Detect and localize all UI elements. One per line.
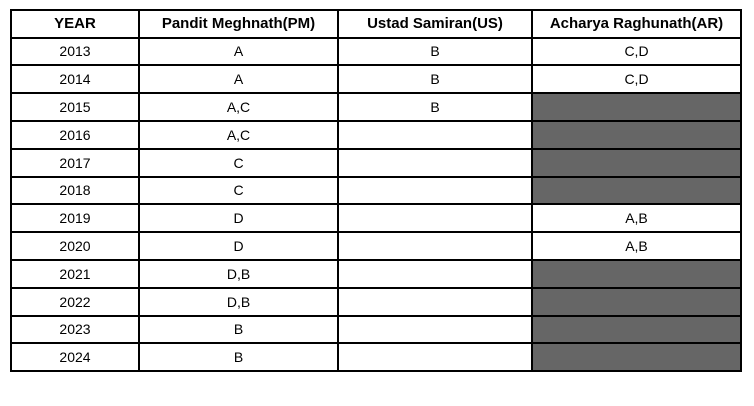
year-cell: 2020 <box>10 231 140 261</box>
table-row: 2016 A,C <box>10 119 742 150</box>
table-row: 2024 B <box>10 342 742 373</box>
table-row: 2017 C <box>10 147 742 178</box>
blocked-cell <box>531 342 742 373</box>
blocked-cell <box>531 175 742 206</box>
schedule-cell <box>337 258 533 289</box>
schedule-cell <box>337 203 533 234</box>
column-header-ustad-samiran: Ustad Samiran(US) <box>337 9 533 39</box>
table-body: 2013 A B C,D 2014 A B C,D 2015 A,C B 2016 A,C 2017 C 20… <box>10 36 742 373</box>
table-row: 2015 A,C B <box>10 92 742 122</box>
year-schedule-table: YEAR Pandit Meghnath(PM) Ustad Samiran(U… <box>10 9 742 373</box>
schedule-cell: A <box>138 36 339 67</box>
table-row: 2018 C <box>10 175 742 206</box>
schedule-cell: C,D <box>531 36 742 67</box>
schedule-cell: A,B <box>531 203 742 234</box>
year-cell: 2021 <box>10 258 140 289</box>
column-header-acharya-raghunath: Acharya Raghunath(AR) <box>531 9 742 39</box>
year-cell: 2013 <box>10 36 140 67</box>
schedule-cell: B <box>337 64 533 95</box>
schedule-cell: D,B <box>138 286 339 317</box>
table-row: 2014 A B C,D <box>10 64 742 95</box>
schedule-cell: A <box>138 64 339 95</box>
year-cell: 2024 <box>10 342 140 373</box>
schedule-cell: B <box>138 342 339 373</box>
schedule-cell: A,C <box>138 92 339 122</box>
blocked-cell <box>531 92 742 122</box>
year-cell: 2019 <box>10 203 140 234</box>
column-header-pandit-meghnath: Pandit Meghnath(PM) <box>138 9 339 39</box>
table-row: 2023 B <box>10 314 742 345</box>
schedule-cell <box>337 147 533 178</box>
schedule-cell <box>337 314 533 345</box>
year-cell: 2018 <box>10 175 140 206</box>
year-cell: 2022 <box>10 286 140 317</box>
year-cell: 2023 <box>10 314 140 345</box>
schedule-cell: A,C <box>138 119 339 150</box>
blocked-cell <box>531 119 742 150</box>
blocked-cell <box>531 314 742 345</box>
header-row: YEAR Pandit Meghnath(PM) Ustad Samiran(U… <box>10 9 742 39</box>
schedule-cell <box>337 342 533 373</box>
schedule-cell <box>337 119 533 150</box>
schedule-cell: C,D <box>531 64 742 95</box>
table-row: 2021 D,B <box>10 258 742 289</box>
table-row: 2019 D A,B <box>10 203 742 234</box>
schedule-cell: C <box>138 175 339 206</box>
blocked-cell <box>531 147 742 178</box>
table-row: 2022 D,B <box>10 286 742 317</box>
schedule-cell: D,B <box>138 258 339 289</box>
schedule-cell: A,B <box>531 231 742 261</box>
schedule-cell: D <box>138 231 339 261</box>
table-header: YEAR Pandit Meghnath(PM) Ustad Samiran(U… <box>10 9 742 39</box>
column-header-year: YEAR <box>10 9 140 39</box>
table-row: 2013 A B C,D <box>10 36 742 67</box>
year-cell: 2014 <box>10 64 140 95</box>
schedule-cell: C <box>138 147 339 178</box>
schedule-cell <box>337 175 533 206</box>
schedule-cell: B <box>138 314 339 345</box>
schedule-cell: D <box>138 203 339 234</box>
year-cell: 2016 <box>10 119 140 150</box>
blocked-cell <box>531 258 742 289</box>
schedule-cell: B <box>337 36 533 67</box>
schedule-cell <box>337 286 533 317</box>
schedule-cell <box>337 231 533 261</box>
year-cell: 2015 <box>10 92 140 122</box>
schedule-cell: B <box>337 92 533 122</box>
table-row: 2020 D A,B <box>10 231 742 261</box>
year-cell: 2017 <box>10 147 140 178</box>
blocked-cell <box>531 286 742 317</box>
